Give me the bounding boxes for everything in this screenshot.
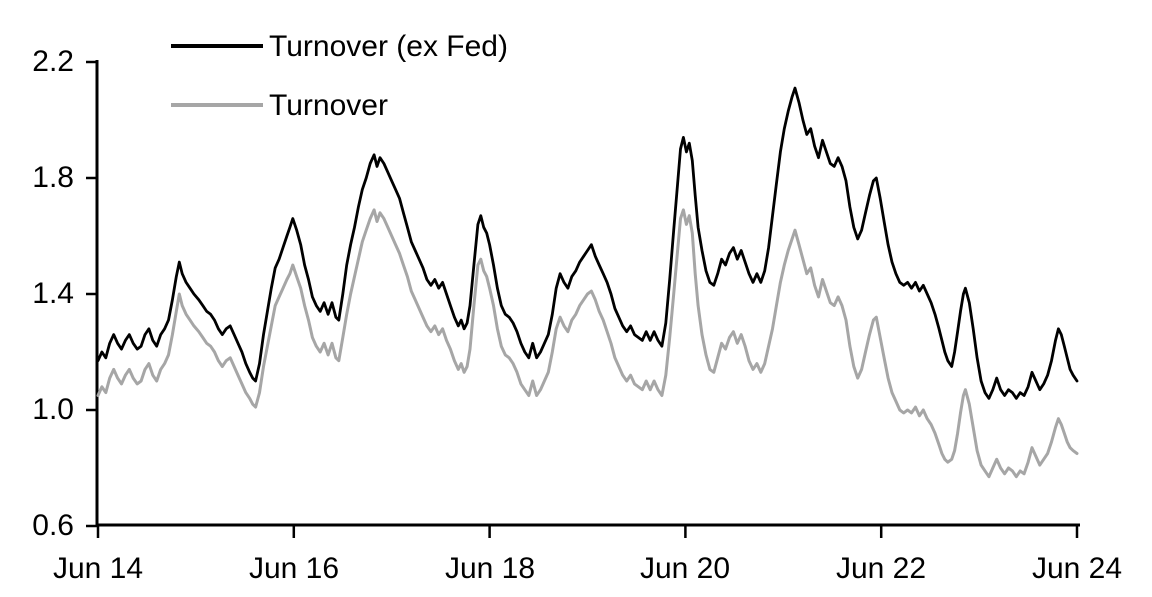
x-tick-label-jun-20: Jun 20 <box>639 552 731 585</box>
legend-line-swatch-gray <box>171 103 263 107</box>
y-tick-label-1-0: 1.0 <box>32 393 74 426</box>
x-tick-label-jun-24: Jun 24 <box>1031 552 1123 585</box>
y-tick-label-1-4: 1.4 <box>32 277 74 310</box>
x-tick-label-jun-14: Jun 14 <box>52 552 144 585</box>
legend-label-turnover: Turnover <box>269 89 388 122</box>
legend-label-turnover-ex-fed: Turnover (ex Fed) <box>269 30 508 63</box>
x-tick-label-jun-16: Jun 16 <box>248 552 340 585</box>
x-tick-label-jun-22: Jun 22 <box>835 552 927 585</box>
y-tick-label-2-2: 2.2 <box>32 45 74 78</box>
y-tick-label-1-8: 1.8 <box>32 161 74 194</box>
x-tick-label-jun-18: Jun 18 <box>444 552 536 585</box>
series-line-turnover <box>96 208 1079 479</box>
legend-line-swatch-black <box>171 44 263 48</box>
y-tick-label-0-6: 0.6 <box>32 509 74 542</box>
series-line-turnover-ex-fed <box>96 86 1079 400</box>
